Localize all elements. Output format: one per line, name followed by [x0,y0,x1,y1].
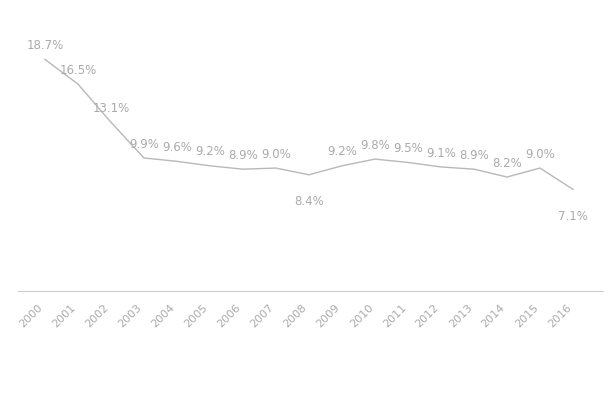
Text: 9.0%: 9.0% [525,147,555,160]
Text: 9.2%: 9.2% [195,145,225,158]
Text: 9.5%: 9.5% [393,142,423,155]
Text: 8.4%: 8.4% [294,195,324,208]
Text: 8.9%: 8.9% [459,149,489,162]
Text: 9.1%: 9.1% [426,146,456,159]
Text: 9.8%: 9.8% [360,139,390,151]
Text: 18.7%: 18.7% [26,39,63,52]
Text: 9.0%: 9.0% [261,147,291,160]
Text: 7.1%: 7.1% [558,209,588,222]
Text: 9.2%: 9.2% [327,145,357,158]
Text: 9.6%: 9.6% [162,141,192,153]
Text: 8.2%: 8.2% [492,156,522,169]
Text: 9.9%: 9.9% [129,137,159,150]
Text: 13.1%: 13.1% [92,102,130,115]
Text: 8.9%: 8.9% [228,149,258,162]
Text: 16.5%: 16.5% [59,64,97,77]
